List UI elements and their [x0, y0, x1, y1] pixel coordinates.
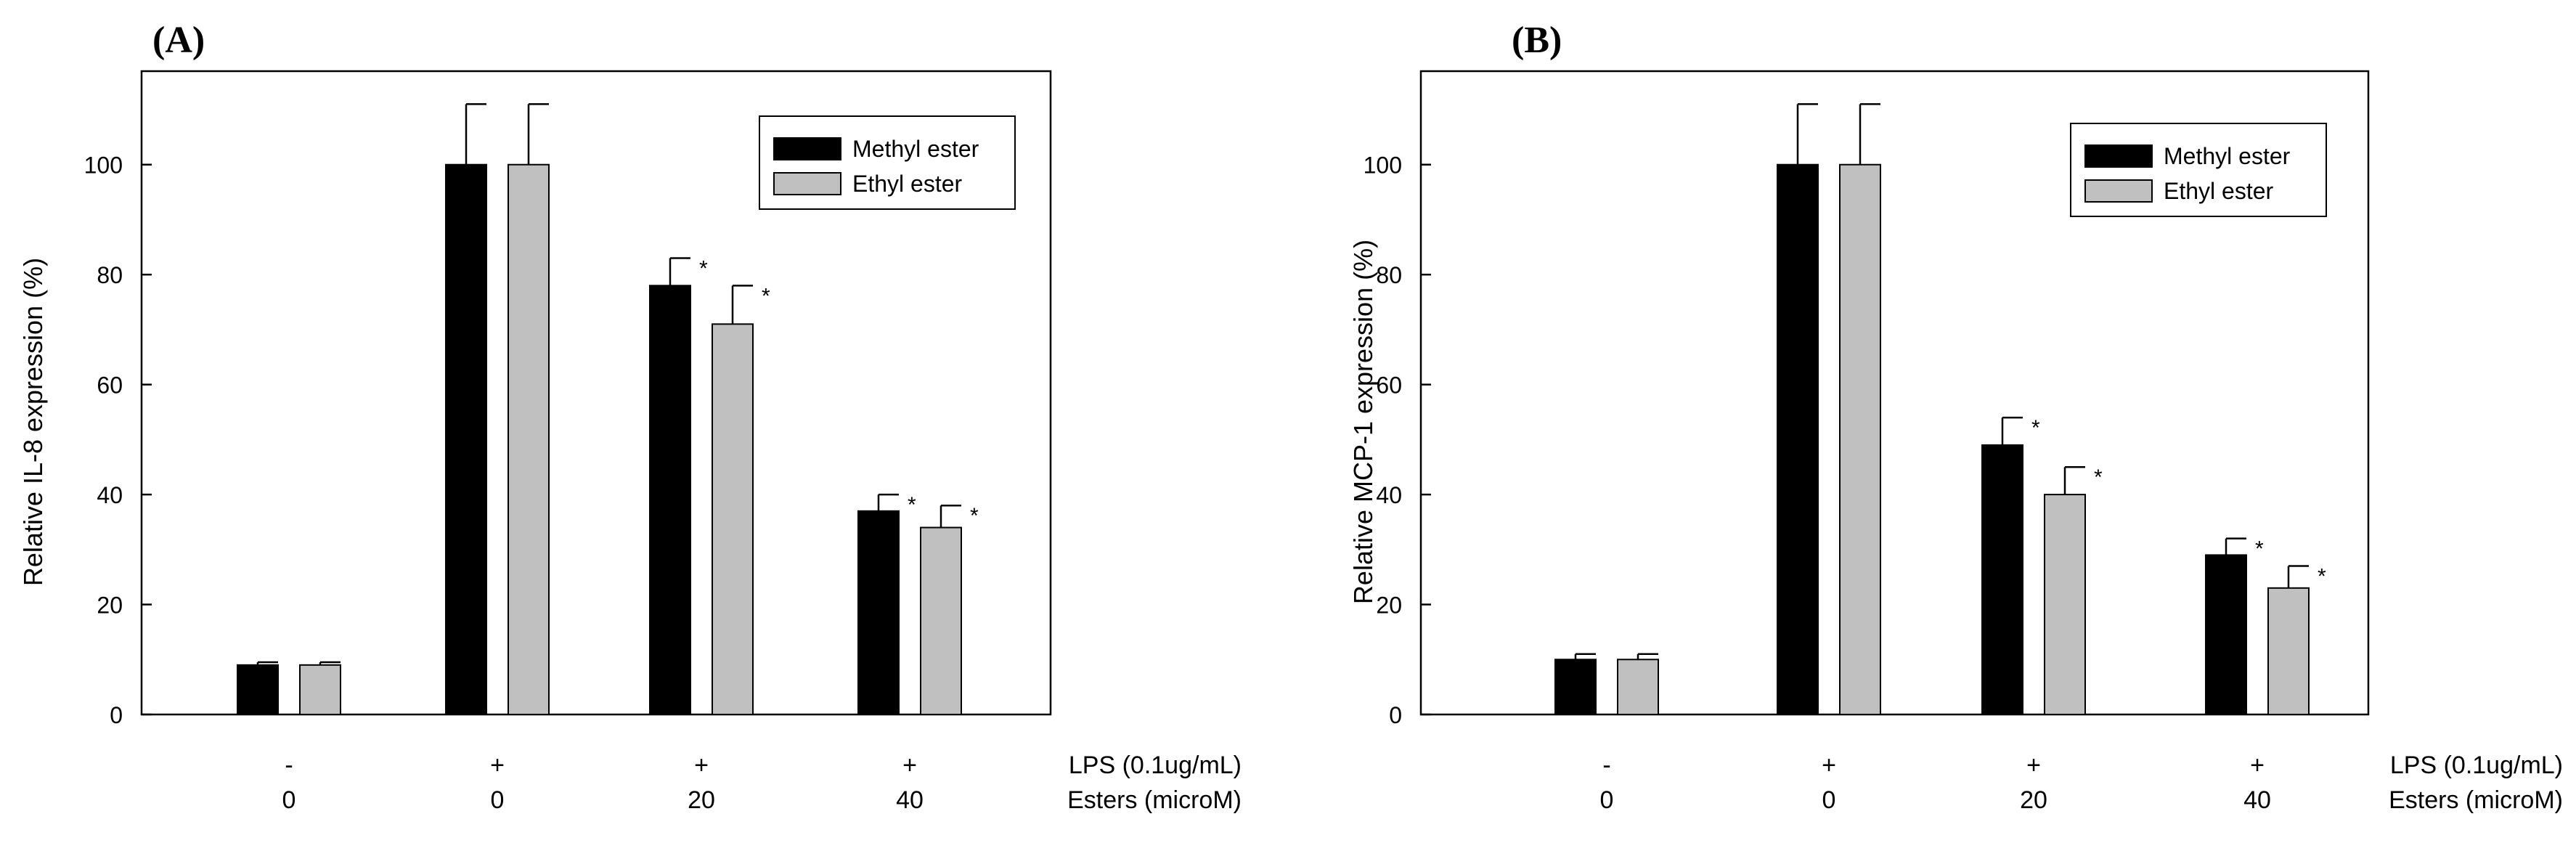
- significance-mark: *: [699, 256, 708, 280]
- y-tick-label: 100: [84, 152, 123, 179]
- bar-methyl: [237, 664, 279, 715]
- category-esters: 40: [896, 786, 924, 814]
- y-tick-label: 40: [97, 482, 123, 508]
- y-axis-label: Relative IL-8 expression (%): [18, 258, 48, 586]
- significance-mark: *: [2255, 537, 2264, 561]
- bar-ethyl: [1617, 659, 1659, 715]
- bar-ethyl: [712, 323, 754, 716]
- bar-methyl: [1777, 163, 1819, 715]
- y-tick-label: 60: [1376, 372, 1402, 399]
- legend-label-ethyl: Ethyl ester: [852, 171, 963, 197]
- row-label-esters: Esters (microM): [2389, 786, 2563, 814]
- bar-ethyl: [2267, 587, 2310, 715]
- legend-swatch-ethyl: [773, 172, 841, 195]
- row-label-lps: LPS (0.1ug/mL): [1069, 752, 1242, 779]
- category-esters: 0: [1600, 786, 1614, 814]
- bar-methyl: [2205, 554, 2247, 716]
- bar-ethyl: [508, 163, 550, 715]
- panel-a: (A) 0 20 40 60 80 100 Relative IL-8 expression …: [18, 20, 1242, 814]
- category-lps: +: [2250, 752, 2265, 779]
- bar-ethyl: [920, 526, 962, 715]
- category-lps: +: [902, 752, 917, 779]
- significance-mark: *: [2031, 416, 2040, 440]
- panel-b: (B) 0 20 40 60 80 100 Relative MCP-1 expression…: [1348, 20, 2563, 814]
- y-axis-label: Relative MCP-1 expression (%): [1348, 240, 1378, 604]
- significance-mark: *: [2094, 465, 2103, 489]
- panel-label: (B): [1512, 20, 1562, 61]
- significance-mark: *: [970, 504, 979, 528]
- category-esters: 20: [688, 786, 715, 814]
- legend-label-methyl: Methyl ester: [2164, 143, 2291, 169]
- y-tick-label: 60: [97, 372, 123, 399]
- y-tick-label: 0: [110, 702, 123, 728]
- category-lps: -: [285, 752, 293, 779]
- bar-methyl: [1981, 444, 2023, 715]
- legend-swatch-ethyl: [2084, 179, 2153, 203]
- category-lps: +: [490, 752, 505, 779]
- y-tick-label: 0: [1389, 702, 1402, 728]
- category-esters: 0: [491, 786, 505, 814]
- bar-ethyl: [299, 664, 341, 715]
- bar-methyl: [1554, 659, 1597, 715]
- legend-swatch-methyl: [2084, 144, 2153, 168]
- category-lps: +: [694, 752, 709, 779]
- category-lps: +: [2026, 752, 2041, 779]
- legend-swatch-methyl: [773, 137, 841, 160]
- row-label-esters: Esters (microM): [1067, 786, 1242, 814]
- category-esters: 40: [2243, 786, 2271, 814]
- plot-frame: [1419, 70, 2370, 716]
- legend-label-methyl: Methyl ester: [852, 136, 979, 162]
- significance-mark: *: [762, 284, 770, 308]
- significance-mark: *: [908, 493, 916, 517]
- category-esters: 20: [2020, 786, 2047, 814]
- bar-methyl: [857, 510, 900, 715]
- bar-methyl: [445, 163, 487, 715]
- y-tick-label: 20: [97, 592, 123, 619]
- y-tick-label: 100: [1364, 152, 1402, 179]
- category-esters: 0: [1822, 786, 1836, 814]
- category-lps: -: [1602, 752, 1610, 779]
- row-label-lps: LPS (0.1ug/mL): [2390, 752, 2563, 779]
- category-esters: 0: [282, 786, 296, 814]
- bar-methyl: [649, 285, 691, 716]
- panel-label: (A): [152, 20, 205, 61]
- y-tick-label: 40: [1376, 482, 1402, 508]
- y-tick-label: 20: [1376, 592, 1402, 619]
- legend-label-ethyl: Ethyl ester: [2164, 178, 2274, 204]
- bar-ethyl: [1839, 163, 1881, 715]
- category-lps: +: [1822, 752, 1836, 779]
- significance-mark: *: [2318, 565, 2326, 589]
- plot-frame: [140, 70, 1052, 716]
- y-tick-label: 80: [1376, 262, 1402, 288]
- y-tick-label: 80: [97, 262, 123, 288]
- bar-ethyl: [2044, 494, 2086, 715]
